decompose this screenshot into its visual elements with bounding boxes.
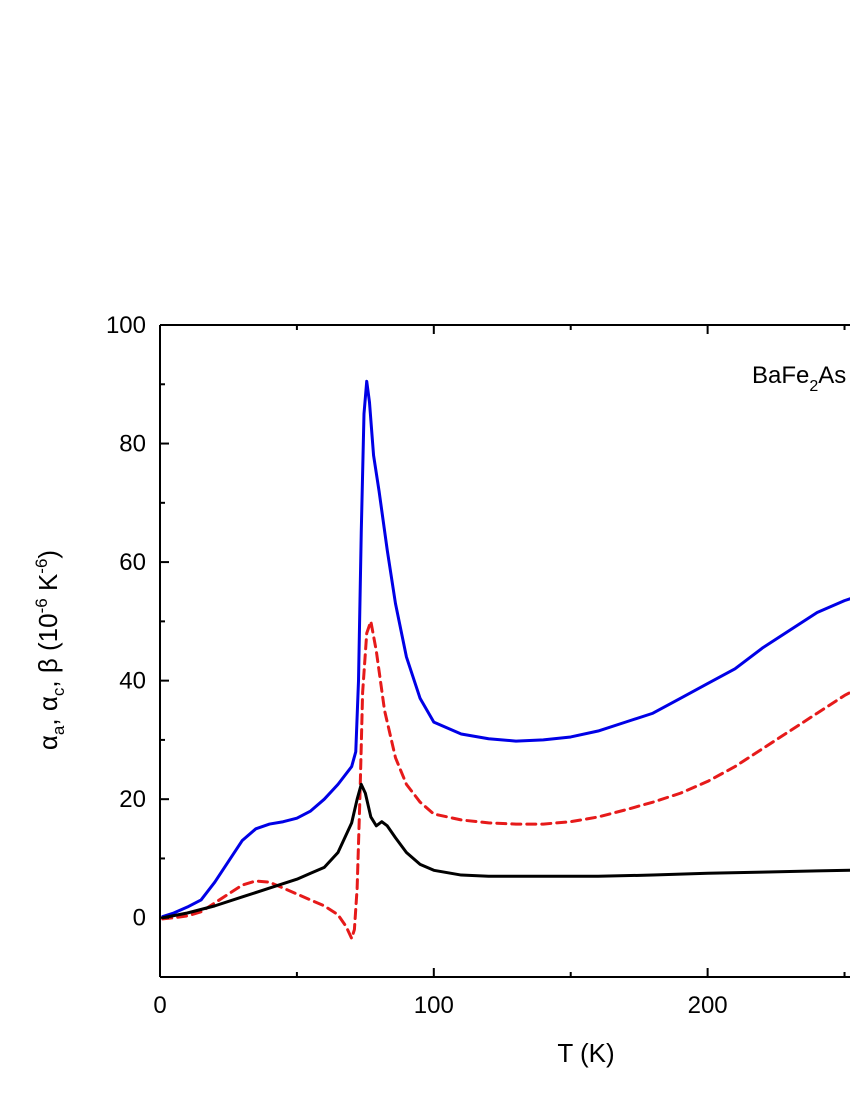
x-tick-label: 0 (153, 992, 166, 1019)
y-tick-label: 20 (119, 786, 146, 813)
series-layer (161, 379, 850, 940)
y-tick-label: 100 (106, 312, 146, 339)
series-line-3 (161, 782, 850, 920)
y-tick-label: 60 (119, 549, 146, 576)
x-axis-title: T (K) (557, 1038, 614, 1068)
y-axis-title: αa, αc, β (10-6 K-6) (32, 550, 68, 750)
sample-annotation: BaFe2As (752, 362, 846, 395)
axes-layer: 0 20 40 60 80 100 0 100 200 (106, 312, 850, 1019)
series-line-2 (161, 619, 850, 940)
y-tick-label: 80 (119, 431, 146, 458)
x-tick-label: 200 (688, 992, 728, 1019)
series-line-1 (161, 379, 850, 919)
x-tick-label: 100 (414, 992, 454, 1019)
y-tick-label: 0 (133, 905, 146, 932)
y-tick-label: 40 (119, 668, 146, 695)
